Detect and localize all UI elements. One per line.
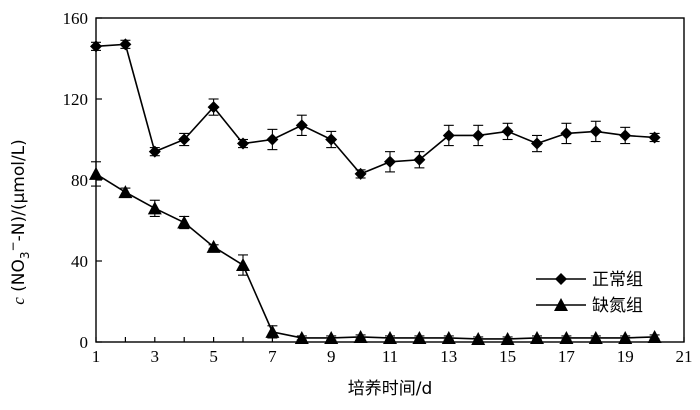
data-point: [237, 137, 249, 150]
y-tick-label: 120: [63, 90, 89, 109]
x-axis-title: 培养时间/d: [348, 379, 433, 399]
data-point: [472, 129, 485, 142]
series-layer: [89, 38, 662, 345]
x-tick-label: 17: [558, 347, 576, 366]
x-tick-label: 11: [382, 347, 398, 366]
x-tick-label: 1: [92, 347, 101, 366]
x-tick-label: 21: [676, 347, 693, 366]
legend-label-deficient: 缺氮组: [592, 296, 643, 316]
data-point: [236, 258, 250, 272]
x-tick-label: 7: [268, 347, 277, 366]
y-axis-ticks: 0 40 80 120 160: [63, 9, 102, 352]
x-tick-label: 5: [209, 347, 218, 366]
series-normal: [90, 38, 661, 180]
legend-marker-triangle: [554, 298, 568, 311]
legend-label-normal: 正常组: [592, 270, 643, 290]
data-point: [353, 329, 368, 343]
data-point: [412, 330, 427, 344]
data-point: [647, 329, 662, 343]
data-point: [442, 129, 455, 142]
data-point: [384, 155, 396, 168]
x-tick-label: 15: [499, 347, 516, 366]
data-point: [618, 330, 633, 344]
data-point: [147, 201, 162, 215]
data-point: [501, 125, 514, 138]
data-point: [295, 119, 308, 132]
data-point: [118, 185, 133, 199]
plot-frame: [95, 17, 685, 343]
x-tick-label: 9: [327, 347, 336, 366]
data-point: [354, 167, 367, 180]
data-point: [119, 38, 132, 51]
series-deficient: [89, 161, 662, 345]
data-point: [560, 127, 573, 140]
y-tick-label: 0: [80, 333, 89, 352]
data-point: [619, 129, 632, 142]
axes: [95, 17, 685, 343]
data-point: [471, 331, 486, 345]
data-point: [148, 145, 161, 158]
series-line: [95, 43, 655, 175]
data-point: [207, 101, 220, 114]
data-point: [266, 133, 279, 146]
y-tick-label: 160: [63, 9, 89, 28]
data-point: [559, 330, 574, 344]
data-point: [294, 330, 309, 344]
data-point: [589, 125, 602, 138]
legend: 正常组 缺氮组: [536, 270, 643, 316]
data-point: [413, 153, 426, 166]
data-point: [530, 330, 544, 344]
x-tick-label: 19: [617, 347, 634, 366]
data-point: [588, 330, 603, 344]
legend-marker-diamond: [555, 273, 567, 285]
data-point: [648, 131, 661, 144]
y-tick-label: 40: [71, 252, 88, 271]
y-axis-title: c (NO3−-N)/(μmol/L): [6, 139, 32, 305]
data-point: [265, 324, 280, 338]
x-tick-label: 13: [440, 347, 457, 366]
data-point: [177, 215, 192, 229]
data-point: [441, 330, 456, 344]
data-point: [90, 40, 102, 53]
data-point: [178, 133, 191, 146]
data-point: [206, 239, 221, 253]
series-line: [95, 173, 655, 340]
data-point: [531, 137, 543, 150]
data-point: [324, 330, 339, 344]
data-point: [89, 166, 103, 180]
data-point: [383, 330, 397, 344]
y-tick-label: 80: [71, 171, 88, 190]
data-point: [325, 133, 338, 146]
x-tick-label: 3: [151, 347, 160, 366]
data-point: [500, 331, 515, 345]
